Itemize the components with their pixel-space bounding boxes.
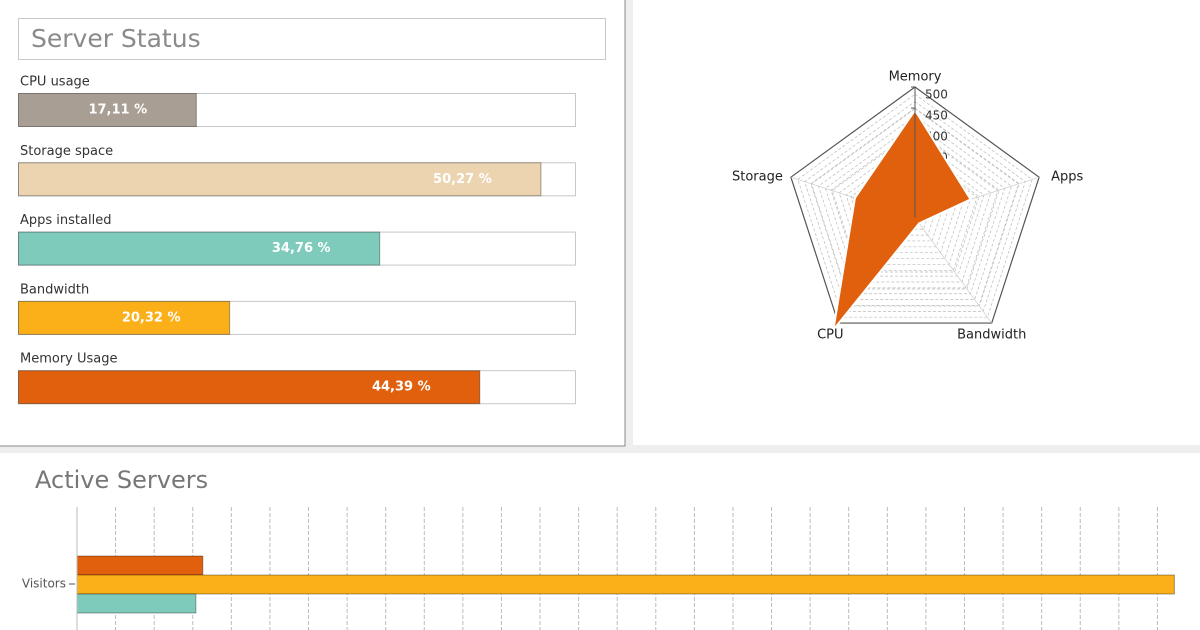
progress-bar: [18, 162, 542, 197]
bar-label: CPU usage: [20, 75, 90, 90]
radar-ring: [818, 115, 1012, 300]
bar: [76, 574, 1175, 595]
title-box: [18, 18, 606, 60]
bar-value-label: 44,39 %: [372, 380, 431, 395]
radar-ring: [811, 108, 1019, 306]
radar-outline: [790, 86, 1040, 324]
servers-panel: [0, 453, 1200, 630]
radar-area: [831, 108, 973, 334]
radar-grid: [830, 128, 1000, 290]
y-tick-label: Visitors: [22, 577, 66, 591]
bar-value-label: 50,27 %: [433, 172, 492, 187]
radar-axis-label: Storage: [732, 170, 783, 185]
radar-axis-label: Memory: [889, 70, 942, 85]
radar-axis-label: Bandwidth: [957, 328, 1026, 343]
radar-ring: [831, 130, 999, 289]
bar: [76, 555, 204, 576]
bar-value-label: 20,32 %: [122, 310, 181, 325]
radar-tick-label: 450: [925, 109, 948, 123]
radar-ring: [804, 101, 1026, 312]
progress-bar: [18, 300, 231, 335]
radar-spoke: [914, 217, 992, 324]
progress-bar: [18, 93, 197, 127]
radar-grid: [850, 149, 980, 273]
panel-title: Server Status: [31, 24, 201, 53]
radar-axis-label: Apps: [1051, 170, 1083, 185]
bar-value-label: 34,76 %: [272, 241, 331, 256]
bar: [76, 593, 197, 614]
radar-ring: [838, 137, 992, 283]
bar-label: Bandwidth: [20, 282, 89, 297]
chart-title: Active Servers: [35, 466, 208, 494]
bar-value-label: 17,11 %: [88, 103, 147, 118]
radar-axis-label: CPU: [817, 328, 843, 343]
radar-ring: [845, 144, 985, 277]
progress-bar: [18, 231, 381, 266]
radar-ring: [797, 93, 1033, 318]
radar-ring: [852, 151, 978, 271]
progress-bar: [18, 370, 481, 405]
bar-label: Storage space: [20, 144, 113, 159]
radar-ring: [824, 122, 1006, 295]
radar-tick-label: 500: [925, 88, 948, 102]
bar-label: Memory Usage: [20, 352, 118, 367]
radar-grid: [810, 107, 1020, 307]
bar-label: Apps installed: [20, 213, 111, 228]
